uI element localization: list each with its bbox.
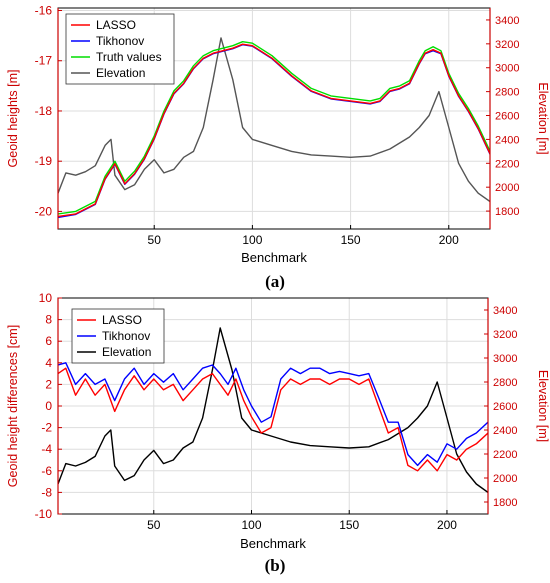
y2-tick-label: 2800 <box>493 377 517 389</box>
legend-label: Tikhonov <box>96 34 144 48</box>
y2-tick-label: 2200 <box>493 449 517 461</box>
y2-tick-label: 3200 <box>495 39 519 51</box>
legend-label: Tikhonov <box>102 329 150 343</box>
y-tick-label: -19 <box>35 154 53 168</box>
series-line-truth-values <box>58 41 490 215</box>
chart-b: 50 100 150 200 -10 -8 -6 -4 -2 0 2 4 6 8 10 1800 2000 220… <box>6 291 550 551</box>
y-tick-label: 2 <box>45 377 52 391</box>
y-tick-label: -20 <box>35 204 53 218</box>
y-tick-label: 0 <box>45 399 52 413</box>
x-axis-label: Benchmark <box>241 250 307 265</box>
y2-tick-label: 1800 <box>493 497 517 509</box>
y2-tick-label: 2800 <box>495 87 519 99</box>
y2-tick-label: 3000 <box>495 63 519 75</box>
chart-a: 50 100 150 200 -20 -19 -18 -17 -16 1800 2000 2200 24… <box>6 4 550 265</box>
series-line-lasso <box>58 367 488 472</box>
series-line-tikhonov <box>58 362 488 467</box>
y-tick-label: 8 <box>45 313 52 327</box>
y2-tick-label: 3000 <box>493 353 517 365</box>
y2-tick-label: 2400 <box>495 134 519 146</box>
y-tick-label: -6 <box>41 464 52 478</box>
y-axis-label: Geoid height differences [cm] <box>6 325 20 487</box>
legend-label: LASSO <box>96 18 136 32</box>
x-tick-label: 200 <box>439 233 459 247</box>
x-tick-label: 50 <box>147 518 161 532</box>
y-tick-label: -18 <box>35 104 53 118</box>
y-tick-label: -17 <box>35 54 53 68</box>
y2-tick-label: 2000 <box>495 182 519 194</box>
y-axis-label: Geoid heights [m] <box>6 70 20 168</box>
legend-label: Elevation <box>102 345 151 359</box>
x-tick-label: 150 <box>339 518 359 532</box>
y-tick-label: -10 <box>35 507 53 521</box>
x-tick-label: 150 <box>341 233 361 247</box>
y2-tick-label: 2200 <box>495 158 519 170</box>
y2-tick-label: 2000 <box>493 473 517 485</box>
y-tick-label: 10 <box>39 291 53 305</box>
x-axis-label: Benchmark <box>240 536 306 551</box>
caption-b: (b) <box>264 556 286 575</box>
y-tick-label: -8 <box>41 485 52 499</box>
y2-tick-label: 3400 <box>495 15 519 27</box>
y2-tick-label: 2600 <box>495 111 519 123</box>
y2-tick-label: 1800 <box>495 206 519 218</box>
legend-label: Truth values <box>96 50 162 64</box>
y-tick-label: -2 <box>41 421 52 435</box>
y2-tick-label: 3400 <box>493 305 517 317</box>
series-line-elevation <box>58 327 488 493</box>
caption-a: (a) <box>265 272 285 291</box>
series-line-lasso <box>58 43 490 218</box>
y2-tick-label: 3200 <box>493 329 517 341</box>
y2-tick-label: 2400 <box>493 425 517 437</box>
y2-tick-label: 2600 <box>493 401 517 413</box>
legend-label: Elevation <box>96 66 145 80</box>
x-tick-label: 100 <box>241 518 261 532</box>
x-tick-label: 50 <box>148 233 162 247</box>
y2-axis-label: Elevation [m] <box>536 82 550 154</box>
x-tick-label: 200 <box>437 518 457 532</box>
series-line-elevation <box>58 37 490 203</box>
y-tick-label: 4 <box>45 356 52 370</box>
y-tick-label: 6 <box>45 334 52 348</box>
y-tick-label: -4 <box>41 442 52 456</box>
y2-axis-label: Elevation [m] <box>536 370 550 442</box>
y-tick-label: -16 <box>35 4 53 18</box>
x-tick-label: 100 <box>242 233 262 247</box>
legend-label: LASSO <box>102 313 142 327</box>
